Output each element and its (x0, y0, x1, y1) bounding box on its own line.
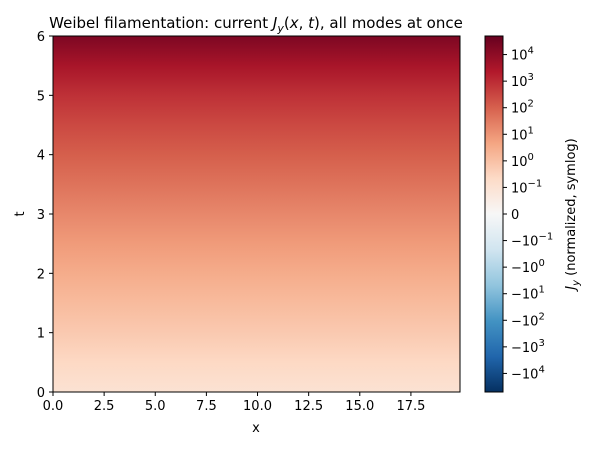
y-tick-label: 4 (37, 149, 45, 164)
colorbar-tick-label: −102 (511, 311, 545, 329)
y-axis-ticks: 0 1 2 3 4 5 6 (37, 30, 53, 401)
y-tick-label: 1 (37, 327, 45, 342)
colorbar-tick-label: 104 (511, 46, 534, 64)
colorbar: 104 103 102 101 100 10−1 0 −10−1 −100 −101 −102 −10… (484, 35, 582, 393)
colorbar-label: Jy (normalized, symlog) (564, 138, 582, 293)
x-tick-label: 10.0 (243, 399, 272, 414)
colorbar-tick-label: 103 (511, 72, 534, 90)
y-axis-label: t (13, 211, 28, 216)
plot-area (52, 35, 461, 393)
y-tick-label: 5 (37, 89, 45, 104)
x-tick-label: 2.5 (94, 399, 115, 414)
x-tick-label: 5.0 (145, 399, 166, 414)
x-tick-label: 17.5 (396, 399, 425, 414)
heatmap-field (53, 36, 460, 392)
y-tick-label: 0 (37, 386, 45, 401)
y-tick-label: 6 (37, 30, 45, 45)
colorbar-gradient (485, 36, 503, 392)
colorbar-tick-label: −100 (511, 258, 545, 276)
y-tick-label: 2 (37, 267, 45, 282)
colorbar-tick-label: 100 (511, 152, 534, 170)
colorbar-tick-label: 101 (511, 125, 534, 143)
colorbar-tick-label: −101 (511, 285, 545, 303)
x-axis-ticks: 0.0 2.5 5.0 7.5 10.0 12.5 15.0 17.5 (43, 392, 425, 414)
x-tick-label: 15.0 (345, 399, 374, 414)
colorbar-tick-label: −103 (511, 338, 545, 356)
colorbar-ticks: 104 103 102 101 100 10−1 0 −10−1 −100 −101 −102 −10… (503, 46, 553, 382)
chart-title: Weibel filamentation: current Jy(x, t), … (49, 14, 463, 35)
x-tick-label: 0.0 (43, 399, 64, 414)
x-axis-label: x (252, 421, 260, 436)
colorbar-tick-label: 10−1 (511, 178, 542, 196)
colorbar-tick-label: −104 (511, 364, 545, 382)
colorbar-tick-label: 102 (511, 99, 534, 117)
y-tick-label: 3 (37, 208, 45, 223)
x-tick-label: 12.5 (294, 399, 323, 414)
x-tick-label: 7.5 (196, 399, 217, 414)
colorbar-tick-label: 0 (511, 208, 519, 223)
colorbar-tick-label: −10−1 (511, 232, 553, 250)
